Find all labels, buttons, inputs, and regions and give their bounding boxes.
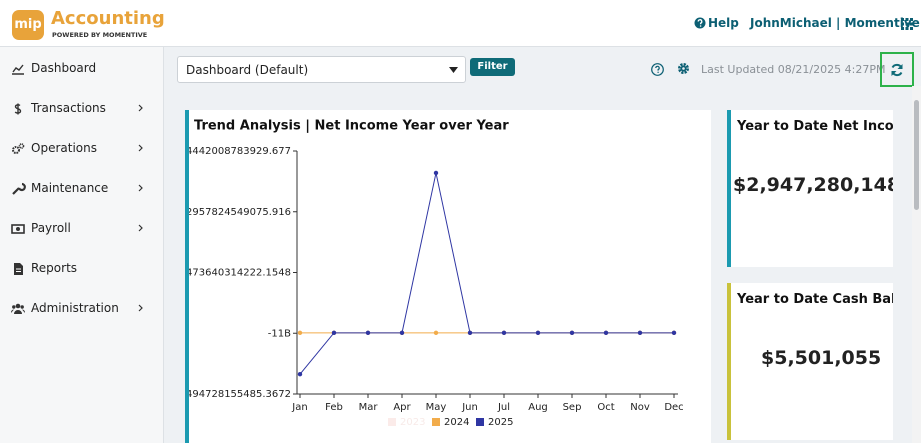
nav-label: Transactions <box>31 101 106 115</box>
apps-icon[interactable] <box>901 18 913 30</box>
help-link[interactable]: Help <box>708 16 739 30</box>
logo[interactable]: mip <box>12 10 44 40</box>
x-tick-label: Jan <box>291 402 307 413</box>
kpi-value: $2,947,280,148,2 <box>733 174 893 196</box>
point <box>297 371 303 377</box>
point <box>569 330 575 336</box>
nav-label: Administration <box>31 301 119 315</box>
chart-card: Trend Analysis | Net Income Year over Ye… <box>185 110 711 443</box>
nav-item[interactable]: Operations <box>0 128 163 168</box>
y-tick-label: 4442008783929.677 <box>186 146 291 157</box>
help-icon <box>694 17 706 29</box>
nav-item[interactable]: Administration <box>0 288 163 328</box>
nav-icon <box>12 182 143 195</box>
app-name: Accounting <box>51 8 165 29</box>
y-tick-label: -11B <box>268 328 291 339</box>
legend-label: 2023 <box>400 417 425 428</box>
point <box>467 330 473 336</box>
refresh-icon <box>891 63 903 77</box>
scrollbar <box>912 86 921 443</box>
nav-item[interactable]: Dashboard <box>0 48 163 88</box>
point <box>331 330 337 336</box>
point <box>603 330 609 336</box>
last-updated: Last Updated 08/21/2025 4:27PM <box>701 63 886 76</box>
nav-label: Maintenance <box>31 181 109 195</box>
x-tick-label: Feb <box>325 402 343 413</box>
point <box>433 330 439 336</box>
x-tick-label: Dec <box>664 402 683 413</box>
info-icon[interactable] <box>651 63 664 76</box>
sidebar: Dashboard Transactions Operations Maintenan… <box>0 47 164 443</box>
point <box>501 330 507 336</box>
legend-item[interactable]: 2025 <box>476 417 513 428</box>
point <box>535 330 541 336</box>
legend-label: 2024 <box>444 417 469 428</box>
point <box>365 330 371 336</box>
nav-icon <box>10 303 143 314</box>
x-tick-label: Aug <box>528 402 548 413</box>
legend-swatch <box>476 418 484 426</box>
scrollbar-thumb[interactable] <box>914 100 919 210</box>
select-arrow <box>449 67 458 73</box>
tagline: POWERED BY MOMENTIVE <box>52 31 148 39</box>
point <box>637 330 643 336</box>
kpi-value: $5,501,055 <box>761 347 882 369</box>
chart-title: Trend Analysis | Net Income Year over Ye… <box>194 119 509 134</box>
kpi-title: Year to Date Net Inco... <box>737 119 893 134</box>
nav-label: Reports <box>31 261 78 275</box>
nav-icon <box>12 64 24 75</box>
nav-label: Dashboard <box>31 61 97 75</box>
select-value: Dashboard (Default) <box>186 63 309 77</box>
x-tick-label: Apr <box>393 402 411 413</box>
nav-item[interactable]: Reports <box>0 248 163 288</box>
refresh-button[interactable] <box>880 52 914 87</box>
nav-icon <box>14 103 143 115</box>
chevron <box>138 184 143 192</box>
legend-item[interactable]: 2024 <box>432 417 469 428</box>
chevron <box>138 144 143 152</box>
dashboard-select[interactable]: Dashboard (Default) <box>177 56 466 83</box>
legend-label: 2025 <box>488 417 513 428</box>
legend-swatch <box>388 418 396 426</box>
point <box>399 330 405 336</box>
legend-item[interactable]: 2023 <box>388 417 425 428</box>
nav-icon <box>12 143 143 154</box>
y-tick-label: 1494728155485.3672 <box>185 389 291 400</box>
x-tick-label: Jul <box>497 402 510 413</box>
x-tick-label: Mar <box>359 402 379 413</box>
nav-label: Payroll <box>31 221 71 235</box>
x-tick-label: Nov <box>630 402 650 413</box>
y-tick-label: 1473640314222.1548 <box>185 268 291 279</box>
legend-swatch <box>432 418 440 426</box>
chevron <box>138 304 143 312</box>
header: mip Accounting POWERED BY MOMENTIVE Help… <box>0 0 921 47</box>
series-line <box>299 172 674 375</box>
chevron <box>138 104 143 112</box>
y-tick-label: 2957824549075.916 <box>186 207 291 218</box>
chevron <box>138 224 143 232</box>
kpi-title: Year to Date Cash Bal... <box>737 292 893 307</box>
x-tick-label: Oct <box>597 402 614 413</box>
kpi-card: Year to Date Cash Bal... $5,501,055 <box>727 283 893 440</box>
point <box>671 330 677 336</box>
nav-item[interactable]: Transactions <box>0 88 163 128</box>
nav-item[interactable]: Maintenance <box>0 168 163 208</box>
settings-icon[interactable] <box>677 62 690 75</box>
nav-icon <box>11 224 143 234</box>
point <box>297 330 303 336</box>
nav-icon <box>14 263 23 275</box>
point <box>433 170 439 176</box>
user-menu[interactable]: JohnMichael | Momentive <box>750 16 920 30</box>
x-tick-label: Sep <box>563 402 582 413</box>
kpi-card: Year to Date Net Inco... $2,947,280,148,2 <box>727 110 893 267</box>
x-tick-label: Jun <box>461 402 478 413</box>
nav-label: Operations <box>31 141 97 155</box>
nav-item[interactable]: Payroll <box>0 208 163 248</box>
x-tick-label: May <box>426 402 447 413</box>
chart: Trend Analysis | Net Income Year over Ye… <box>185 119 684 429</box>
filter-button[interactable]: Filter <box>470 58 515 76</box>
